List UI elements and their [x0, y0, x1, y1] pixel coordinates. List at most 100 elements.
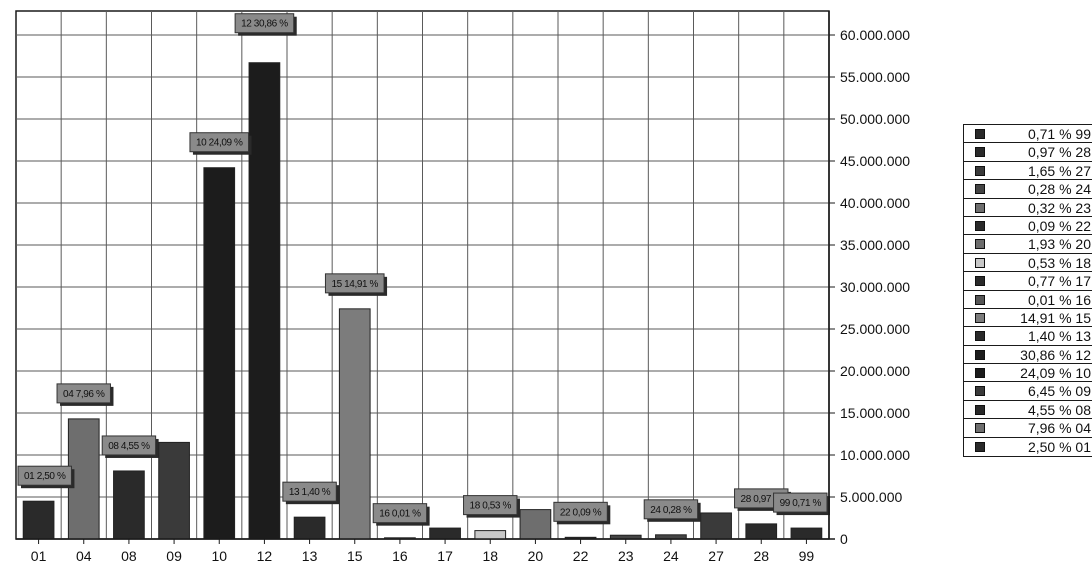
x-tick-label: 10 — [211, 548, 227, 564]
legend-swatch — [975, 404, 985, 415]
data-label: 01 2,50 % — [17, 465, 75, 489]
legend-swatch — [975, 441, 985, 452]
bar — [745, 523, 778, 540]
data-label-text: 13 1,40 % — [289, 487, 331, 498]
legend-swatch — [975, 423, 985, 434]
x-tick-label: 16 — [392, 548, 408, 564]
legend-swatch — [975, 165, 985, 176]
legend-item: 0,09 % 22 — [964, 217, 1092, 236]
legend-item: 7,96 % 04 — [964, 419, 1092, 438]
legend-item: 6,45 % 09 — [964, 382, 1092, 401]
x-tick-label: 28 — [753, 548, 769, 564]
legend-item: 1,40 % 13 — [964, 327, 1092, 346]
data-label-text: 01 2,50 % — [24, 471, 66, 482]
data-label-box — [189, 132, 250, 153]
data-label: 12 30,86 % — [234, 13, 297, 36]
data-label: 08 4,55 % — [101, 435, 159, 458]
legend-label: 24,09 % 10 — [1020, 365, 1091, 382]
legend-swatch — [975, 129, 985, 139]
y-tick-label: 35.000.000 — [840, 237, 910, 253]
data-label: 22 0,09 % — [553, 501, 611, 525]
y-tick-label: 5.000.000 — [840, 489, 902, 505]
data-label-text: 12 30,86 % — [241, 19, 288, 30]
legend-item: 0,01 % 16 — [964, 291, 1092, 309]
x-tick-label: 23 — [618, 548, 634, 564]
data-label: 18 0,53 % — [463, 495, 520, 518]
data-label: 15 14,91 % — [324, 273, 388, 296]
legend-label: 0,09 % 22 — [1027, 217, 1091, 234]
data-label-box — [372, 503, 428, 524]
data-label-box — [324, 273, 385, 294]
legend: 0,71 % 99 0,97 % 28 1,65 % 27 0,28 % 24 0,32… — [963, 124, 1092, 458]
x-tick-label: 99 — [799, 548, 815, 564]
data-label-box — [56, 383, 111, 404]
axis-ticks: 0 5.000.000 10.000.000 15.000.000 20.000.000… — [31, 27, 910, 564]
legend-item: 0,97 % 28 — [964, 143, 1092, 162]
bar — [203, 167, 236, 540]
legend-swatch — [975, 147, 985, 158]
legend-item: 1,93 % 20 — [964, 235, 1092, 254]
legend-item: 24,09 % 10 — [964, 364, 1092, 383]
bar — [790, 527, 823, 540]
data-label-box — [643, 499, 699, 520]
y-tick-label: 15.000.000 — [840, 405, 910, 421]
legend-label: 0,77 % 17 — [1027, 273, 1091, 290]
legend-label: 0,97 % 28 — [1027, 144, 1091, 161]
legend-label: 0,71 % 99 — [1027, 126, 1091, 142]
legend-item: 0,71 % 99 — [964, 125, 1092, 144]
legend-swatch — [975, 312, 985, 323]
legend-label: 1,40 % 13 — [1027, 328, 1091, 345]
legend-item: 2,50 % 01 — [964, 438, 1092, 456]
legend-label: 0,28 % 24 — [1027, 181, 1091, 198]
data-label-text: 08 4,55 % — [108, 441, 150, 452]
legend-label: 0,53 % 18 — [1027, 254, 1091, 271]
bar — [293, 516, 326, 540]
data-label-box — [17, 465, 72, 486]
bar — [338, 308, 371, 540]
data-label-box — [773, 492, 828, 513]
legend-item: 0,32 % 23 — [964, 199, 1092, 217]
y-tick-label: 0 — [840, 531, 848, 547]
data-labels: 01 2,50 % 04 7,96 % 08 4,55 % 10 24,09 % 12 … — [17, 13, 830, 526]
legend-swatch — [975, 276, 985, 287]
legend-swatch — [975, 294, 985, 305]
legend-swatch — [975, 331, 985, 342]
data-label-text: 10 24,09 % — [196, 138, 243, 149]
data-label-box — [463, 495, 518, 516]
legend-swatch — [975, 368, 985, 379]
x-tick-label: 17 — [437, 548, 453, 564]
bar — [22, 500, 55, 540]
data-label-text: 16 0,01 % — [379, 509, 421, 520]
y-tick-label: 20.000.000 — [840, 363, 910, 379]
data-label: 13 1,40 % — [282, 481, 340, 505]
legend-swatch — [975, 220, 985, 231]
legend-item: 0,77 % 17 — [964, 272, 1092, 291]
data-label-box — [101, 435, 157, 456]
legend-label: 1,93 % 20 — [1027, 236, 1091, 253]
legend-item: 14,91 % 15 — [964, 309, 1092, 328]
legend-swatch — [975, 202, 985, 213]
y-tick-label: 60.000.000 — [840, 27, 910, 43]
bars — [22, 62, 823, 540]
legend-label: 14,91 % 15 — [1020, 309, 1091, 326]
y-tick-label: 55.000.000 — [840, 69, 910, 85]
data-label-text: 04 7,96 % — [63, 389, 105, 400]
y-tick-label: 25.000.000 — [840, 321, 910, 337]
legend-item: 1,65 % 27 — [964, 162, 1092, 181]
x-tick-label: 01 — [31, 548, 47, 564]
bar — [248, 62, 281, 540]
data-label: 99 0,71 % — [773, 492, 830, 516]
x-tick-label: 13 — [302, 548, 318, 564]
legend-item: 4,55 % 08 — [964, 401, 1092, 420]
data-label-text: 18 0,53 % — [470, 501, 512, 512]
y-tick-label: 50.000.000 — [840, 111, 910, 127]
bar — [519, 509, 552, 540]
bar — [474, 530, 507, 540]
legend-label: 1,65 % 27 — [1027, 162, 1091, 179]
y-tick-label: 45.000.000 — [840, 153, 910, 169]
data-label: 24 0,28 % — [643, 499, 701, 522]
bar — [429, 527, 461, 540]
x-tick-label: 08 — [121, 548, 137, 564]
x-tick-label: 20 — [528, 548, 544, 564]
